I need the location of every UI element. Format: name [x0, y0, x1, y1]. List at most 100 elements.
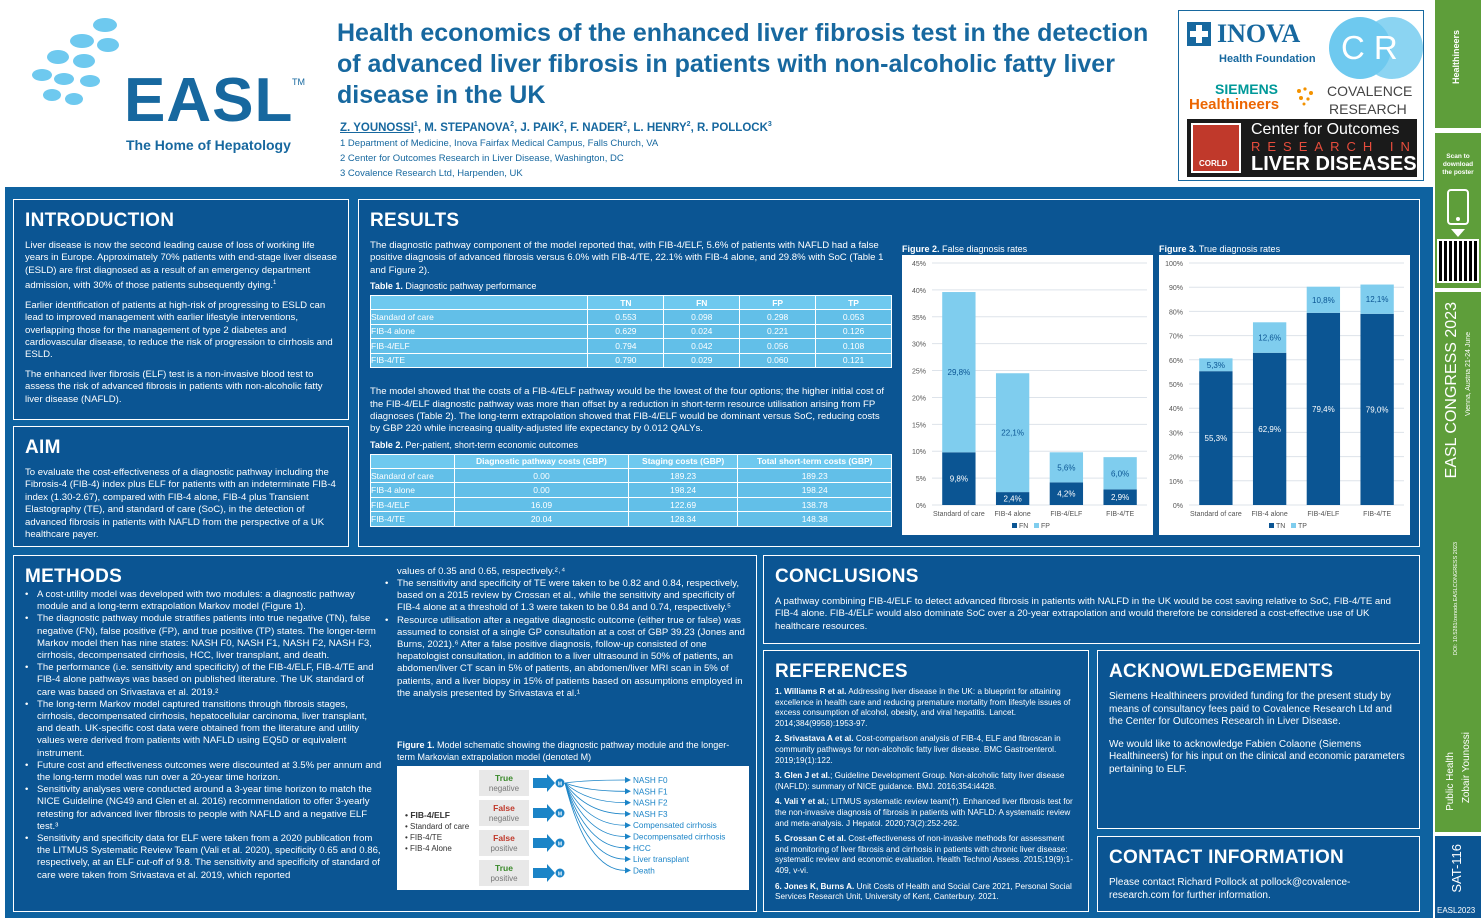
table-cell: Standard of care — [369, 309, 589, 325]
table-row: FIB-4/ELF 0.794 0.042 0.056 0.108 — [369, 338, 892, 354]
table-cell: 0.794 — [587, 338, 665, 354]
legend-entry: FP — [1041, 523, 1050, 530]
bar-fp — [942, 292, 976, 453]
y-tick-label: 50% — [1169, 382, 1183, 389]
congress-place: Vienna, Austria 21-24 June — [1465, 332, 1472, 416]
author-name: L. HENRY2 — [633, 121, 691, 134]
table-cell: 0.053 — [815, 309, 892, 325]
y-tick-label: 70% — [1169, 334, 1183, 341]
pathway-arm: • FIB-4/ELF — [405, 810, 450, 820]
intro-paragraph-2: Earlier identification of patients at hi… — [25, 299, 333, 361]
arrow-icon — [625, 822, 631, 829]
table-1-caption: Table 1. Diagnostic pathway performance — [370, 281, 537, 292]
results-panel: RESULTS The diagnostic pathway component… — [358, 199, 1420, 547]
arrow-down-icon — [1451, 229, 1465, 237]
corld-logo: CORLD Center for Outcomes RESEARCH IN LI… — [1187, 119, 1417, 177]
data-label: 5,3% — [1207, 361, 1225, 370]
outcome-label: False — [493, 833, 515, 843]
table-header-cell: TN — [587, 295, 665, 311]
table-1: TN FN FP TP Standard of care 0.553 0.098 0.298 0… — [369, 295, 892, 369]
table-cell: 198.24 — [737, 482, 892, 498]
data-label: 79,0% — [1366, 405, 1389, 414]
bar-tn — [1306, 312, 1341, 505]
qr-code[interactable] — [1437, 239, 1479, 283]
easl-wordmark: EASL — [124, 66, 294, 135]
table-cell: 0.553 — [587, 309, 665, 325]
ack-paragraph-1: Siemens Healthineers provided funding fo… — [1109, 691, 1392, 728]
contact-title: CONTACT INFORMATION — [1109, 847, 1345, 868]
connector-line — [564, 782, 626, 792]
pathway-arm: • FIB-4 Alone — [405, 844, 452, 853]
table-header-cell: FP — [739, 295, 817, 311]
markov-node-label: M — [558, 842, 562, 848]
conclusions-panel: CONCLUSIONS A pathway combining FIB-4/EL… — [763, 555, 1420, 644]
table-cell: 189.23 — [627, 467, 739, 484]
list-item: Sensitivity and specificity data for ELF… — [25, 833, 385, 882]
table-cell: 16.09 — [454, 496, 629, 513]
scan-text: Scan to download the poster — [1442, 153, 1474, 176]
figure-2-caption: Figure 2. False diagnosis rates — [902, 244, 1028, 254]
outcome-box — [479, 830, 529, 856]
data-label: 10,8% — [1312, 296, 1335, 305]
methods-title: METHODS — [25, 566, 123, 587]
aim-panel: AIM To evaluate the cost-effectiveness o… — [13, 426, 349, 547]
x-tick-label: FIB-4/ELF — [1307, 511, 1339, 518]
legend-swatch — [1012, 523, 1017, 528]
data-label: 2,9% — [1111, 493, 1129, 502]
poster-title: Health economics of the enhanced liver f… — [337, 19, 1149, 109]
bar-tp — [1252, 322, 1287, 353]
table-cell: 138.78 — [737, 496, 892, 513]
data-label: 55,3% — [1205, 434, 1228, 443]
table-header-cell: Staging costs (GBP) — [627, 453, 739, 469]
covalence-logo: CR COVALENCE RESEARCH — [1325, 17, 1423, 117]
connector-line — [564, 782, 626, 860]
sidebar-congress: EASL CONGRESS 2023 Vienna, Austria 21-24… — [1435, 292, 1481, 832]
acknowledgements-panel: ACKNOWLEDGEMENTS Siemens Healthineers pr… — [1097, 650, 1420, 829]
bar-tp — [1306, 286, 1341, 313]
results-paragraph-2: The model showed that the costs of a FIB… — [370, 386, 885, 435]
author-name: Z. YOUNOSSI1 — [340, 121, 418, 134]
methods-list-1: A cost-utility model was developed with … — [25, 589, 385, 882]
table-cell: FIB-4/ELF — [369, 496, 456, 513]
outcome-label: negative — [489, 784, 520, 793]
reference-item: 3. Glen J et al.; Guideline Development … — [775, 771, 1065, 791]
markov-node-icon — [555, 808, 565, 818]
markov-node-icon — [555, 838, 565, 848]
figure-1-caption: Figure 1. Model schematic showing the di… — [397, 740, 730, 762]
author-name: F. NADER2 — [570, 121, 628, 134]
table-cell: 189.23 — [737, 467, 892, 484]
table-header-cell: FN — [663, 295, 741, 311]
results-paragraph-1: The diagnostic pathway component of the … — [370, 240, 884, 276]
list-item: A cost-utility model was developed with … — [25, 589, 385, 613]
y-tick-label: 90% — [1169, 285, 1183, 292]
bar-fn — [995, 492, 1030, 505]
bar-fn — [1049, 482, 1084, 505]
table-cell: FIB-4/TE — [369, 352, 589, 369]
table-cell: 0.790 — [587, 352, 665, 369]
bar-fp — [1103, 457, 1137, 490]
corld-badge: CORLD — [1191, 123, 1241, 173]
y-tick-label: 30% — [1169, 430, 1183, 437]
table-header-cell — [369, 295, 589, 311]
y-tick-label: 40% — [912, 288, 926, 295]
table-row: FIB-4/TE 20.04 128.34 148.38 — [369, 511, 892, 527]
outcome-box — [479, 800, 529, 826]
x-tick-label: FIB-4 alone — [995, 511, 1031, 518]
table-cell: 0.00 — [454, 467, 629, 484]
arrow-icon — [625, 867, 631, 874]
methods-list-2: The sensitivity and specificity of TE we… — [385, 578, 745, 700]
aim-title: AIM — [25, 437, 61, 458]
data-label: 5,6% — [1057, 463, 1075, 472]
table-cell: 0.221 — [739, 323, 817, 340]
bar-tn — [1199, 371, 1233, 505]
acknowledgements-title: ACKNOWLEDGEMENTS — [1109, 661, 1334, 682]
y-tick-label: 5% — [916, 476, 926, 483]
x-tick-label: FIB-4/ELF — [1050, 511, 1082, 518]
table-cell: 122.69 — [627, 496, 739, 513]
sidebar-sponsor: Healthineers — [1435, 0, 1481, 128]
connector-line — [564, 782, 626, 871]
conclusions-paragraph: A pathway combining FIB-4/ELF to detect … — [775, 596, 1391, 632]
table-header-cell: TP — [815, 295, 892, 311]
arrow-icon — [625, 856, 631, 863]
table-cell: 198.24 — [627, 482, 739, 498]
